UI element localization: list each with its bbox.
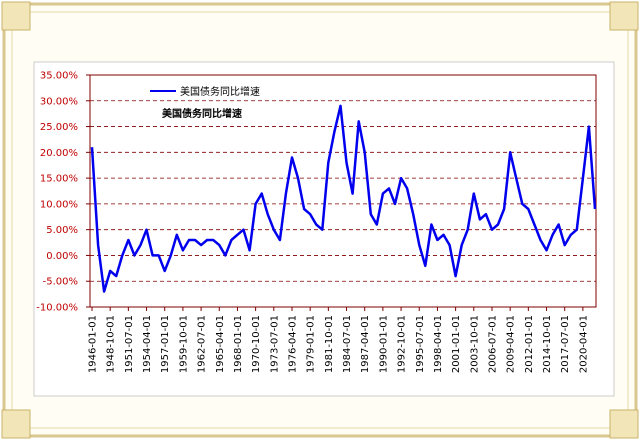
y-tick-label: 0.00% bbox=[46, 251, 78, 262]
x-tick-label: 2006-07-01 bbox=[487, 315, 498, 373]
x-tick-label: 2003-10-01 bbox=[469, 315, 480, 373]
y-tick-label: 20.00% bbox=[40, 148, 78, 159]
x-tick-label: 1979-01-01 bbox=[306, 315, 317, 373]
x-tick-label: 1973-07-01 bbox=[269, 315, 280, 373]
y-tick-label: 15.00% bbox=[40, 174, 78, 185]
x-tick-label: 1957-01-01 bbox=[160, 315, 171, 373]
y-tick-label: 25.00% bbox=[40, 122, 78, 133]
x-tick-label: 1992-10-01 bbox=[397, 315, 408, 373]
y-tick-label: 35.00% bbox=[40, 71, 78, 82]
x-tick-label: 1959-10-01 bbox=[178, 315, 189, 373]
x-tick-label: 2014-10-01 bbox=[542, 315, 553, 373]
x-tick-label: 2017-07-01 bbox=[560, 315, 571, 373]
x-tick-label: 1968-01-01 bbox=[233, 315, 244, 373]
data-line bbox=[90, 104, 597, 293]
x-tick-label: 1946-01-01 bbox=[88, 315, 99, 373]
y-tick-label: -10.00% bbox=[36, 303, 78, 314]
chart-title: 美国债务同比增速 bbox=[162, 107, 242, 120]
x-tick-label: 2012-01-01 bbox=[524, 315, 535, 373]
x-tick-label: 2009-04-01 bbox=[506, 315, 517, 373]
x-tick-label: 1990-01-01 bbox=[378, 315, 389, 373]
x-tick-label: 1954-04-01 bbox=[142, 315, 153, 373]
y-tick-label: 10.00% bbox=[40, 199, 78, 210]
x-tick-label: 1987-04-01 bbox=[360, 315, 371, 373]
y-tick-label: 5.00% bbox=[46, 225, 78, 236]
x-tick-label: 2001-01-01 bbox=[451, 315, 462, 373]
x-tick-label: 1998-04-01 bbox=[433, 315, 444, 373]
x-tick-label: 1951-07-01 bbox=[124, 315, 135, 373]
x-tick-label: 1981-10-01 bbox=[324, 315, 335, 373]
x-tick-label: 1965-04-01 bbox=[215, 315, 226, 373]
legend-label: 美国债务同比增速 bbox=[180, 85, 260, 98]
x-tick-label: 1948-10-01 bbox=[106, 315, 117, 373]
x-tick-label: 2020-04-01 bbox=[578, 315, 589, 373]
x-tick-label: 1984-07-01 bbox=[342, 315, 353, 373]
plot-area bbox=[89, 74, 597, 308]
x-tick-label: 1976-04-01 bbox=[287, 315, 298, 373]
x-tick-label: 1962-07-01 bbox=[197, 315, 208, 373]
y-tick-label: 30.00% bbox=[40, 96, 78, 107]
frame-inner bbox=[11, 11, 629, 429]
y-tick-label: -5.00% bbox=[43, 277, 78, 288]
x-tick-label: 1995-07-01 bbox=[415, 315, 426, 373]
x-tick-label: 1970-10-01 bbox=[251, 315, 262, 373]
